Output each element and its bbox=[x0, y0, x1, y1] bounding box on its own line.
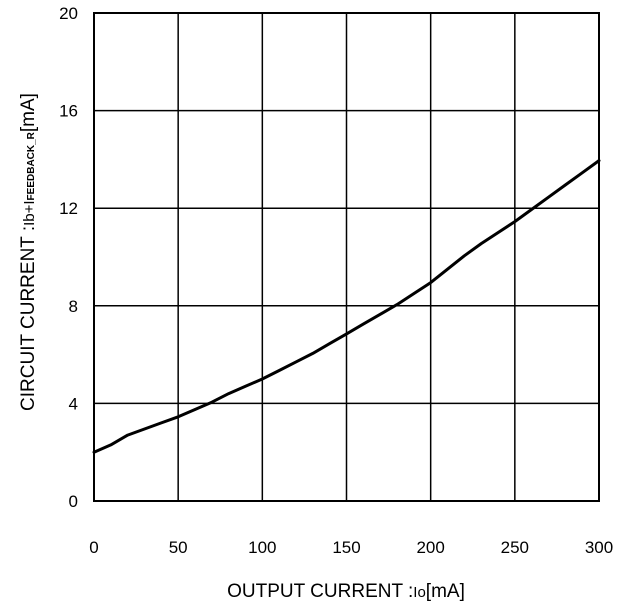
x-tick-label: 0 bbox=[89, 538, 98, 557]
x-axis-title-prefix: OUTPUT CURRENT : bbox=[227, 581, 413, 602]
x-tick-label: 250 bbox=[501, 538, 529, 557]
tick-labels: 0 50 100 150 200 250 300 0 4 8 12 16 20 bbox=[59, 4, 613, 557]
series-layer bbox=[92, 159, 601, 454]
y-tick-label: 4 bbox=[69, 394, 78, 413]
x-tick-label: 200 bbox=[416, 538, 444, 557]
x-tick-label: 300 bbox=[585, 538, 613, 557]
x-axis-title-unit: [mA] bbox=[426, 581, 465, 602]
y-axis-title-prefix: CIRCUIT CURRENT : bbox=[18, 226, 39, 411]
y-axis-title-symbol: Ib+I bbox=[21, 200, 38, 225]
y-axis-title-subscript: FEEDBACK_R bbox=[26, 131, 37, 200]
x-axis-title: OUTPUT CURRENT :Io[mA] bbox=[227, 581, 465, 602]
x-tick-label: 150 bbox=[332, 538, 360, 557]
x-tick-label: 50 bbox=[169, 538, 188, 557]
y-tick-label: 12 bbox=[59, 199, 78, 218]
series-line-0 bbox=[92, 159, 601, 454]
y-tick-label: 8 bbox=[69, 297, 78, 316]
plot-frame bbox=[93, 12, 600, 502]
y-axis-title: CIRCUIT CURRENT :Ib+IFEEDBACK_R[mA] bbox=[18, 93, 39, 411]
x-axis-title-symbol: Io bbox=[413, 584, 426, 601]
y-tick-label: 16 bbox=[59, 102, 78, 121]
y-tick-label: 20 bbox=[59, 4, 78, 23]
grid bbox=[94, 13, 599, 501]
y-axis-title-unit: [mA] bbox=[18, 93, 39, 132]
x-tick-label: 100 bbox=[248, 538, 276, 557]
y-tick-label: 0 bbox=[69, 492, 78, 511]
